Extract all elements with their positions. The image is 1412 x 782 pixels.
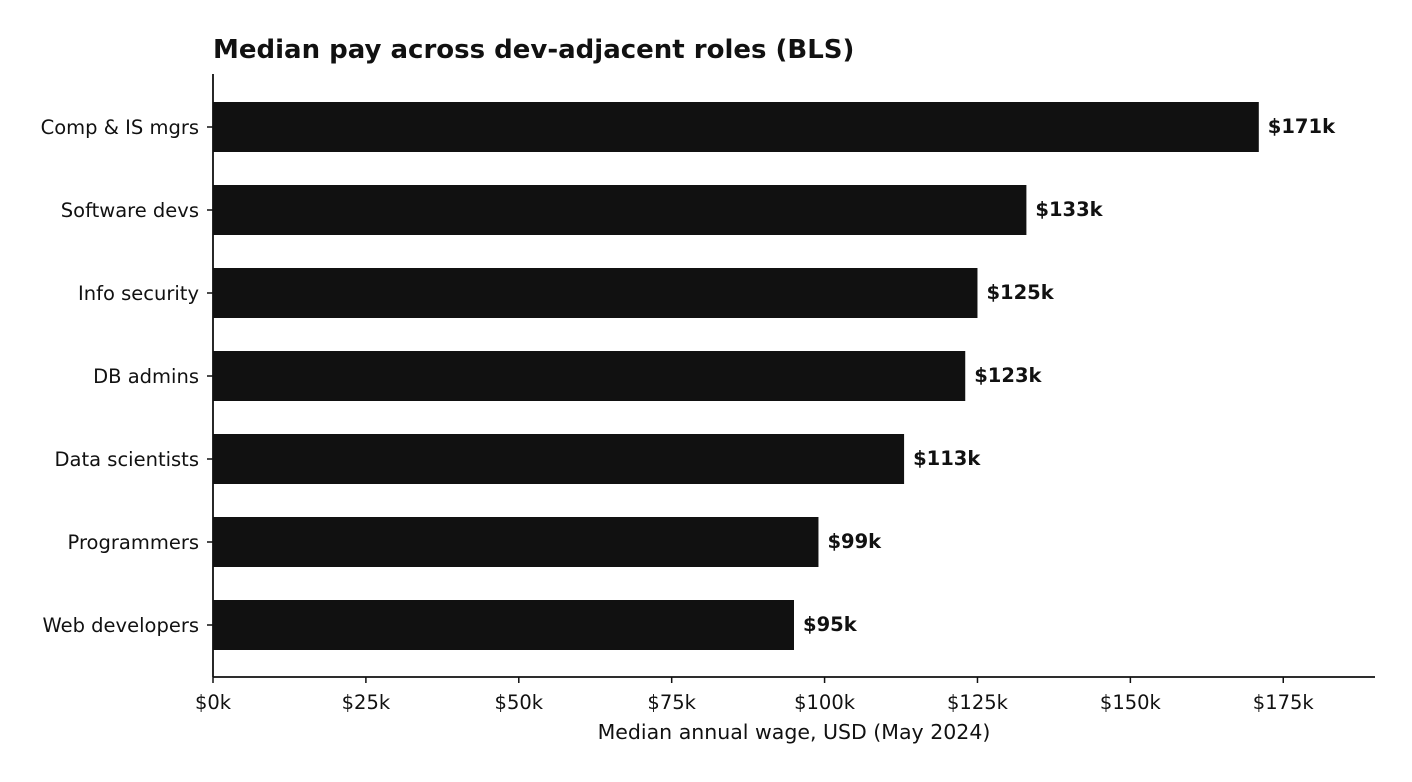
bar — [213, 102, 1259, 152]
chart-title: Median pay across dev-adjacent roles (BL… — [213, 35, 854, 65]
x-tick-label: $150k — [1100, 691, 1162, 714]
y-axis: Comp & IS mgrs Software devs Info security… — [41, 74, 214, 677]
x-tick-label: $75k — [647, 691, 696, 714]
bars-group — [213, 102, 1259, 650]
bar — [213, 351, 966, 401]
x-tick-label: $50k — [495, 691, 544, 714]
bar — [213, 600, 794, 650]
x-tick-label: $100k — [794, 691, 856, 714]
data-label: $99k — [827, 530, 882, 553]
x-tick-label: $175k — [1253, 691, 1315, 714]
y-tick-label: DB admins — [93, 365, 199, 388]
data-label: $133k — [1035, 198, 1103, 221]
y-tick-label: Data scientists — [55, 448, 199, 471]
bar — [213, 185, 1027, 235]
bar — [213, 517, 819, 567]
y-tick-label: Comp & IS mgrs — [41, 116, 199, 139]
data-label: $113k — [913, 447, 981, 470]
bar — [213, 434, 905, 484]
y-tick-label: Software devs — [61, 199, 199, 222]
data-labels-group: $171k $133k $125k $123k $113k $99k $95k — [803, 115, 1336, 636]
x-axis-label: Median annual wage, USD (May 2024) — [598, 720, 991, 744]
data-label: $95k — [803, 613, 858, 636]
y-tick-label: Web developers — [42, 614, 199, 637]
data-label: $171k — [1268, 115, 1336, 138]
data-label: $125k — [986, 281, 1054, 304]
x-tick-label: $0k — [195, 691, 232, 714]
data-label: $123k — [974, 364, 1042, 387]
y-tick-label: Programmers — [68, 531, 199, 554]
y-tick-label: Info security — [78, 282, 199, 305]
x-tick-label: $125k — [947, 691, 1009, 714]
bar — [213, 268, 978, 318]
x-axis: $0k $25k $50k $75k $100k $125k $150k $175k — [195, 676, 1375, 714]
x-tick-label: $25k — [342, 691, 391, 714]
